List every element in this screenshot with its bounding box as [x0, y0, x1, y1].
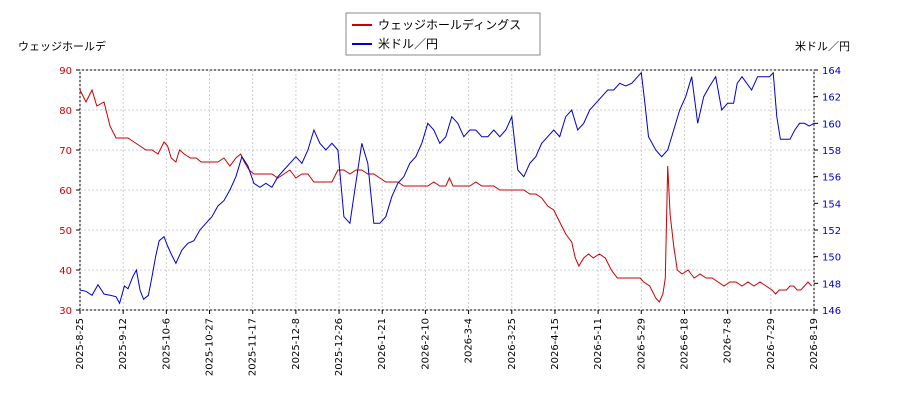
- x-tick-label: 2026-7-29: [766, 318, 777, 370]
- x-tick-label: 2026-4-15: [550, 318, 561, 370]
- left-tick-label: 90: [59, 66, 72, 77]
- stock-price-line: [79, 88, 812, 303]
- right-tick-label: 150: [822, 253, 841, 264]
- right-tick-label: 162: [822, 93, 841, 104]
- x-tick-label: 2026-7-8: [723, 318, 734, 363]
- x-tick-label: 2025-10-27: [205, 318, 216, 376]
- right-tick-label: 154: [822, 199, 841, 210]
- legend-label-stock: ウェッジホールディングス: [378, 17, 521, 32]
- right-axis: 146 148 150 152 154 156 158 160 162 164: [814, 66, 841, 317]
- left-axis-title: ウェッジホールデ: [18, 39, 106, 53]
- x-axis: 2025-8-25 2025-9-12 2025-10-6 2025-10-27 202…: [75, 310, 820, 376]
- x-tick-label: 2025-9-12: [118, 318, 129, 370]
- x-tick-label: 2025-8-25: [75, 318, 86, 370]
- usdjpy-line: [79, 71, 815, 305]
- legend: ウェッジホールディングス 米ドル／円: [345, 12, 541, 56]
- right-tick-label: 148: [822, 279, 841, 290]
- x-tick-label: 2025-10-6: [161, 318, 172, 370]
- left-tick-label: 40: [59, 266, 72, 277]
- x-tick-label: 2025-12-8: [291, 318, 302, 370]
- left-tick-label: 30: [59, 306, 72, 317]
- series-lines: [79, 71, 815, 305]
- grid-lines: [79, 69, 815, 311]
- x-tick-label: 2025-12-26: [334, 318, 345, 376]
- x-tick-label: 2026-1-21: [377, 318, 388, 370]
- legend-box: [345, 12, 541, 56]
- left-tick-label: 80: [59, 106, 72, 117]
- left-axis: 30 40 50 60 70 80 90: [59, 66, 80, 317]
- right-tick-label: 160: [822, 119, 841, 130]
- left-tick-label: 60: [59, 186, 72, 197]
- x-tick-label: 2026-8-19: [809, 318, 820, 370]
- right-axis-title: 米ドル／円: [795, 40, 850, 53]
- plot-area: [79, 69, 815, 311]
- left-tick-label: 70: [59, 146, 72, 157]
- right-tick-label: 152: [822, 226, 841, 237]
- x-tick-label: 2026-5-29: [636, 318, 647, 370]
- x-tick-label: 2025-11-17: [248, 318, 259, 376]
- x-tick-label: 2026-6-18: [679, 318, 690, 370]
- left-tick-label: 50: [59, 226, 72, 237]
- x-tick-label: 2026-2-10: [420, 318, 431, 370]
- right-tick-label: 156: [822, 173, 841, 184]
- right-tick-label: 164: [822, 66, 841, 77]
- x-tick-label: 2026-5-11: [593, 318, 604, 370]
- right-tick-label: 158: [822, 146, 841, 157]
- legend-label-fx: 米ドル／円: [378, 37, 438, 51]
- x-tick-label: 2026-3-25: [507, 318, 518, 370]
- x-tick-label: 2026-3-4: [464, 318, 475, 363]
- right-tick-label: 146: [822, 306, 841, 317]
